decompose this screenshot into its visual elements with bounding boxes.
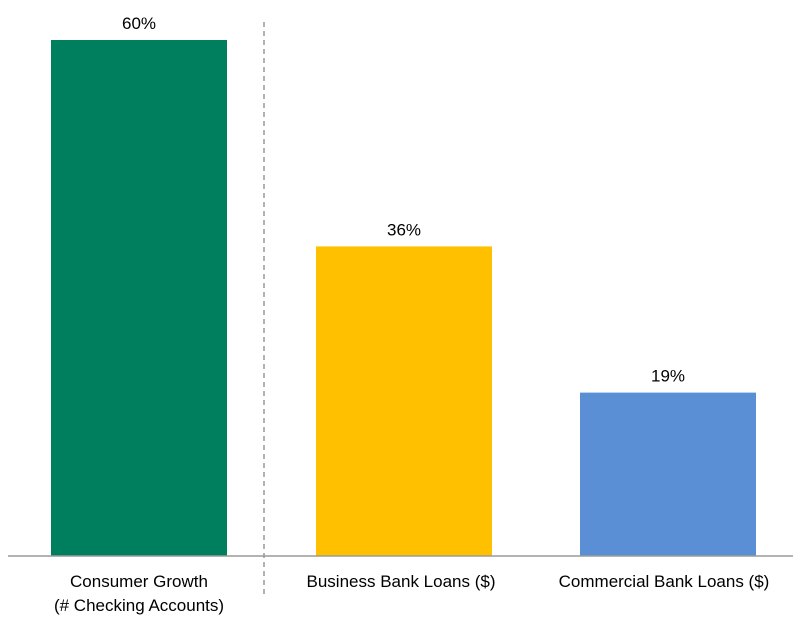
bar-2 (580, 392, 756, 556)
bar-1 (316, 246, 492, 556)
value-label-2: 19% (651, 367, 685, 386)
category-label-0-line-0: Consumer Growth (70, 572, 208, 591)
value-label-0: 60% (122, 14, 156, 33)
bars-group (51, 40, 756, 556)
category-label-0-line-1: (# Checking Accounts) (54, 596, 224, 615)
category-labels-group: Consumer Growth (# Checking Accounts) Busi… (54, 572, 769, 615)
value-label-1: 36% (387, 220, 421, 239)
value-labels-group: 60% 36% 19% (122, 14, 685, 386)
category-label-2: Commercial Bank Loans ($) (559, 572, 770, 591)
bar-0 (51, 40, 227, 556)
category-label-1: Business Bank Loans ($) (307, 572, 496, 591)
